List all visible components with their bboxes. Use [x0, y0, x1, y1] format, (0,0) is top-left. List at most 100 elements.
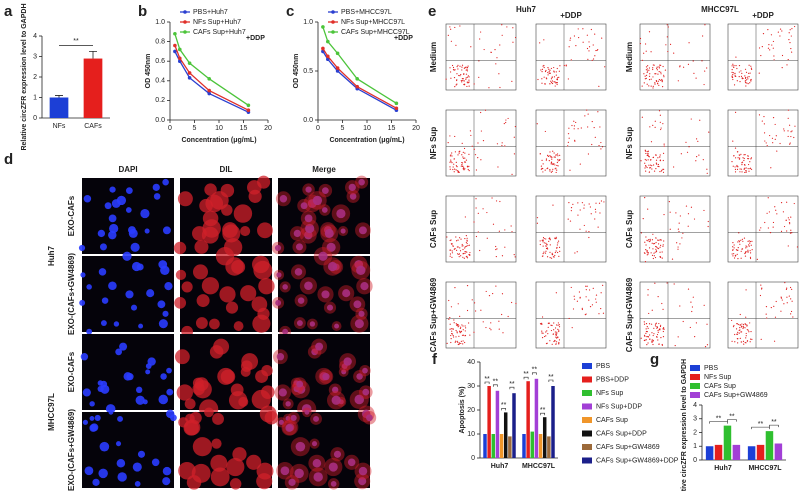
- event: [747, 250, 749, 253]
- event: [466, 255, 468, 258]
- event: [453, 76, 456, 79]
- event: [790, 310, 793, 313]
- event: [468, 254, 470, 256]
- event: [462, 78, 464, 80]
- event: [459, 327, 461, 330]
- event: [654, 323, 657, 325]
- event: [451, 256, 453, 259]
- cell-stain: [308, 454, 326, 472]
- cell-stain: [355, 175, 369, 189]
- event: [745, 335, 747, 337]
- event: [704, 345, 707, 348]
- event: [738, 240, 740, 242]
- flow-plot: [639, 109, 711, 177]
- event: [641, 85, 643, 87]
- event: [781, 299, 783, 301]
- event: [455, 323, 457, 325]
- event: [656, 326, 658, 328]
- event: [462, 157, 465, 159]
- event: [574, 252, 576, 254]
- event: [507, 117, 509, 120]
- cell-stain: [253, 260, 273, 280]
- nucleus: [326, 242, 336, 252]
- event: [663, 145, 665, 147]
- event: [555, 74, 557, 76]
- event: [659, 114, 661, 116]
- event: [651, 242, 653, 244]
- event: [547, 155, 549, 158]
- nucleus: [295, 243, 303, 251]
- event: [739, 313, 741, 316]
- event: [546, 78, 548, 80]
- event: [543, 237, 545, 240]
- event: [687, 225, 689, 227]
- event: [664, 69, 667, 71]
- nucleus: [84, 466, 94, 476]
- nucleus: [333, 450, 342, 458]
- event: [694, 336, 696, 338]
- event: [454, 340, 457, 342]
- event: [460, 342, 462, 345]
- nucleus: [117, 415, 124, 422]
- event: [659, 324, 662, 326]
- event: [468, 85, 470, 87]
- event: [663, 240, 665, 242]
- event: [588, 289, 591, 291]
- flow-plot: [445, 195, 517, 263]
- event: [586, 109, 588, 111]
- event: [466, 68, 468, 70]
- event: [662, 245, 664, 247]
- event: [484, 109, 487, 111]
- point: [321, 25, 325, 29]
- event: [750, 168, 753, 170]
- x-tick-label: 10: [215, 125, 223, 132]
- legend-label: PBS: [596, 363, 610, 370]
- event: [455, 84, 457, 86]
- event: [741, 326, 743, 328]
- nucleus: [125, 207, 132, 213]
- event: [731, 65, 733, 67]
- event: [775, 300, 777, 303]
- event: [740, 341, 743, 343]
- event: [747, 329, 749, 331]
- event: [686, 151, 689, 153]
- y-axis-label: Relative circZFR expression level to GAP…: [21, 3, 28, 150]
- event: [549, 238, 551, 240]
- event: [596, 49, 598, 52]
- event: [667, 26, 669, 28]
- event: [548, 322, 550, 324]
- event: [552, 150, 554, 152]
- event: [452, 245, 454, 247]
- event: [568, 137, 570, 139]
- event: [556, 161, 558, 164]
- point: [246, 108, 251, 112]
- point: [173, 43, 177, 48]
- event: [577, 202, 579, 204]
- legend-label: CAFs Sup: [704, 383, 736, 390]
- event: [490, 51, 492, 53]
- cell-stain: [293, 317, 306, 329]
- event: [766, 212, 768, 214]
- event: [663, 143, 665, 145]
- event: [657, 83, 659, 85]
- y-tick-label: 0: [471, 455, 475, 462]
- event: [595, 49, 597, 52]
- nucleus: [311, 348, 319, 356]
- event: [558, 70, 560, 72]
- event: [452, 168, 454, 171]
- event: [567, 141, 569, 143]
- event: [657, 239, 659, 241]
- event: [588, 299, 590, 301]
- event: [745, 85, 747, 87]
- event: [474, 154, 477, 156]
- nucleus: [94, 414, 101, 421]
- event: [742, 240, 744, 242]
- quadrant-gate: [536, 282, 606, 348]
- event: [776, 150, 778, 152]
- event: [703, 209, 705, 212]
- event: [770, 306, 772, 309]
- event: [501, 255, 504, 257]
- event: [785, 219, 787, 221]
- event: [745, 170, 747, 172]
- event: [733, 64, 735, 67]
